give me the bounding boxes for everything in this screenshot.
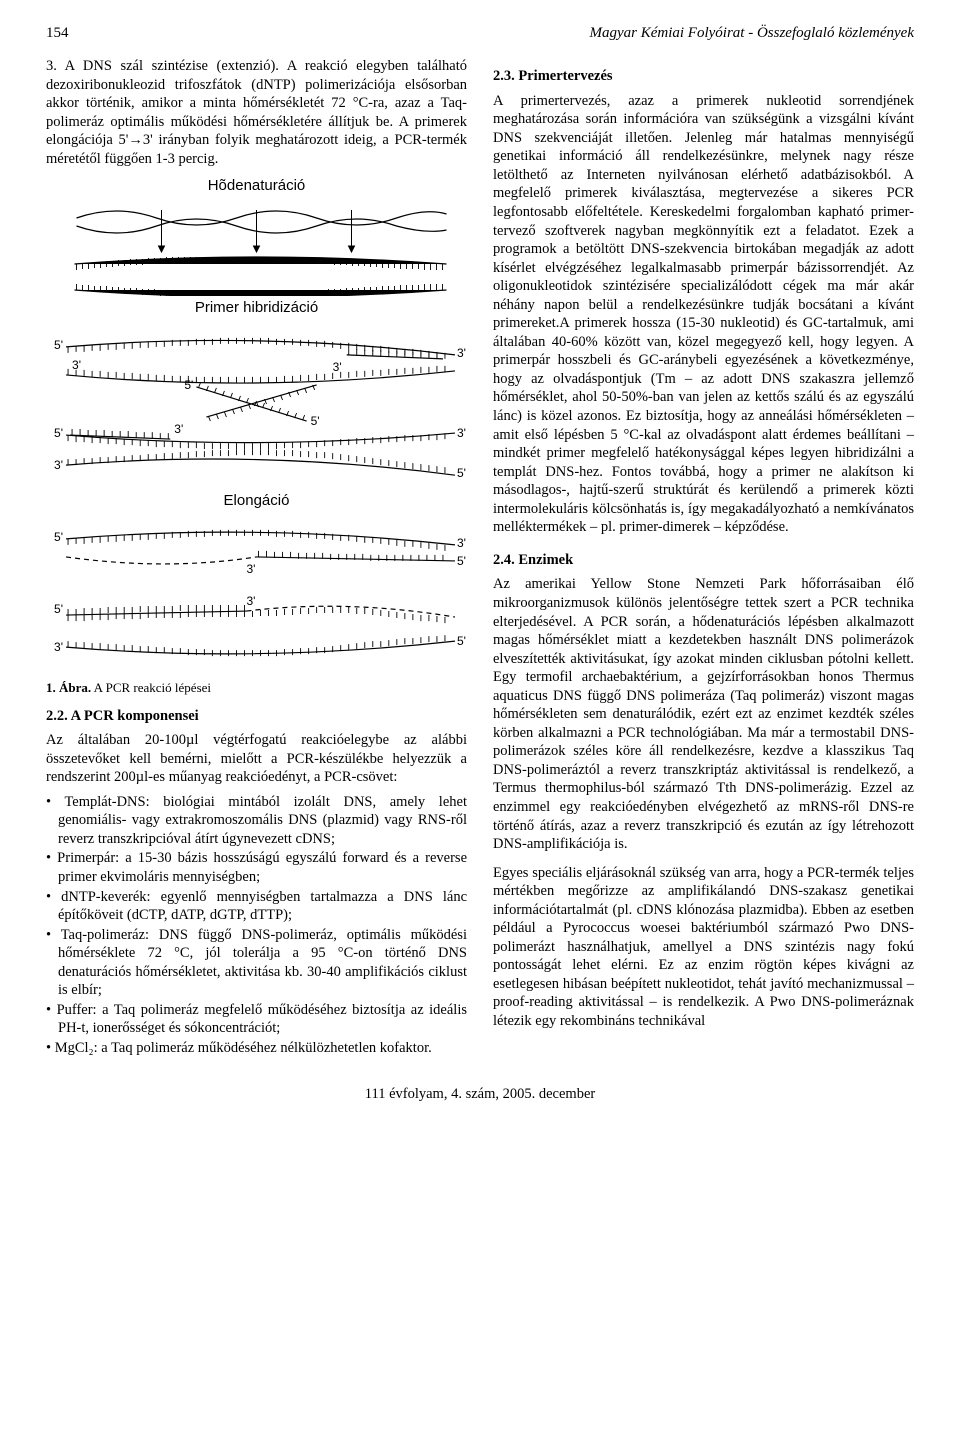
list-item: Taq-polimeráz: DNS függő DNS-polimeráz, …	[46, 926, 467, 1000]
svg-text:3': 3'	[174, 422, 183, 436]
list-item: Primerpár: a 15-30 bázis hosszúságú egys…	[46, 849, 467, 886]
svg-text:5': 5'	[184, 378, 193, 392]
para-3-lead: 3. A DNS szál szintézise (extenzió).	[46, 58, 279, 74]
svg-text:3': 3'	[246, 562, 255, 576]
section-2-2-title: 2.2. A PCR komponensei	[46, 707, 467, 726]
para-3-body: A reakció elegyben található dezoxiribon…	[46, 58, 467, 167]
fig-caption-text: A PCR reakció lépései	[91, 680, 211, 695]
svg-text:3': 3'	[457, 536, 466, 550]
right-column: 2.3. Primertervezés A primertervezés, az…	[493, 57, 914, 1058]
para-3: 3. A DNS szál szintézise (extenzió). A r…	[46, 57, 467, 168]
section-2-4-body-b: Egyes speciális eljárásoknál szükség van…	[493, 864, 914, 1031]
left-column: 3. A DNS szál szintézise (extenzió). A r…	[46, 57, 467, 1058]
list-item: Puffer: a Taq polimeráz megfelelő működé…	[46, 1001, 467, 1038]
fig-label-denaturation: Hõdenaturáció	[46, 176, 467, 195]
svg-text:5': 5'	[311, 414, 320, 428]
fig-caption-num: 1. Ábra.	[46, 680, 91, 695]
page-header: 154 Magyar Kémiai Folyóirat - Összefogla…	[46, 24, 914, 43]
svg-text:3': 3'	[54, 640, 63, 654]
svg-text:5': 5'	[457, 634, 466, 648]
svg-text:5': 5'	[54, 530, 63, 544]
svg-text:5': 5'	[54, 426, 63, 440]
section-2-3-body: A primertervezés, azaz a primerek nukleo…	[493, 92, 914, 537]
svg-text:5': 5'	[457, 554, 466, 568]
fig-hybridization-svg: 5' 3' 3' 3' 5' 5' 5' 3' 3' 5' 3'	[46, 321, 467, 489]
fig-label-elongation: Elongáció	[46, 491, 467, 510]
svg-text:3': 3'	[333, 360, 342, 374]
list-item: Templát-DNS: biológiai mintából izolált …	[46, 793, 467, 849]
svg-text:3': 3'	[457, 426, 466, 440]
section-2-2-intro: Az általában 20-100µl végtérfogatú reakc…	[46, 731, 467, 787]
section-2-3-title: 2.3. Primertervezés	[493, 67, 914, 86]
section-2-4-title: 2.4. Enzimek	[493, 551, 914, 570]
list-item: dNTP-keverék: egyenlő mennyiségben tarta…	[46, 888, 467, 925]
svg-text:5': 5'	[54, 602, 63, 616]
components-list: Templát-DNS: biológiai mintából izolált …	[46, 793, 467, 1058]
svg-text:3': 3'	[246, 594, 255, 608]
svg-text:3': 3'	[72, 358, 81, 372]
figure-1: Hõdenaturáció	[46, 176, 467, 670]
svg-text:5': 5'	[457, 466, 466, 480]
svg-text:5': 5'	[54, 338, 63, 352]
svg-text:3': 3'	[457, 346, 466, 360]
page-footer: 111 évfolyam, 4. szám, 2005. december	[46, 1085, 914, 1104]
figure-1-caption: 1. Ábra. A PCR reakció lépései	[46, 680, 467, 697]
two-column-layout: 3. A DNS szál szintézise (extenzió). A r…	[46, 57, 914, 1058]
fig-elongation-svg: 5' 3' 3' 5' 5' 3' 3' 5'	[46, 514, 467, 670]
svg-text:3': 3'	[54, 458, 63, 472]
section-2-4-body-a: Az amerikai Yellow Stone Nemzeti Park hő…	[493, 575, 914, 853]
page-number: 154	[46, 24, 69, 43]
journal-title: Magyar Kémiai Folyóirat - Összefoglaló k…	[589, 24, 914, 43]
fig-label-hybridization: Primer hibridizáció	[46, 298, 467, 317]
fig-denaturation-svg	[46, 200, 467, 296]
list-item: MgCl₂: a Taq polimeráz működéséhez nélkü…	[46, 1039, 467, 1058]
